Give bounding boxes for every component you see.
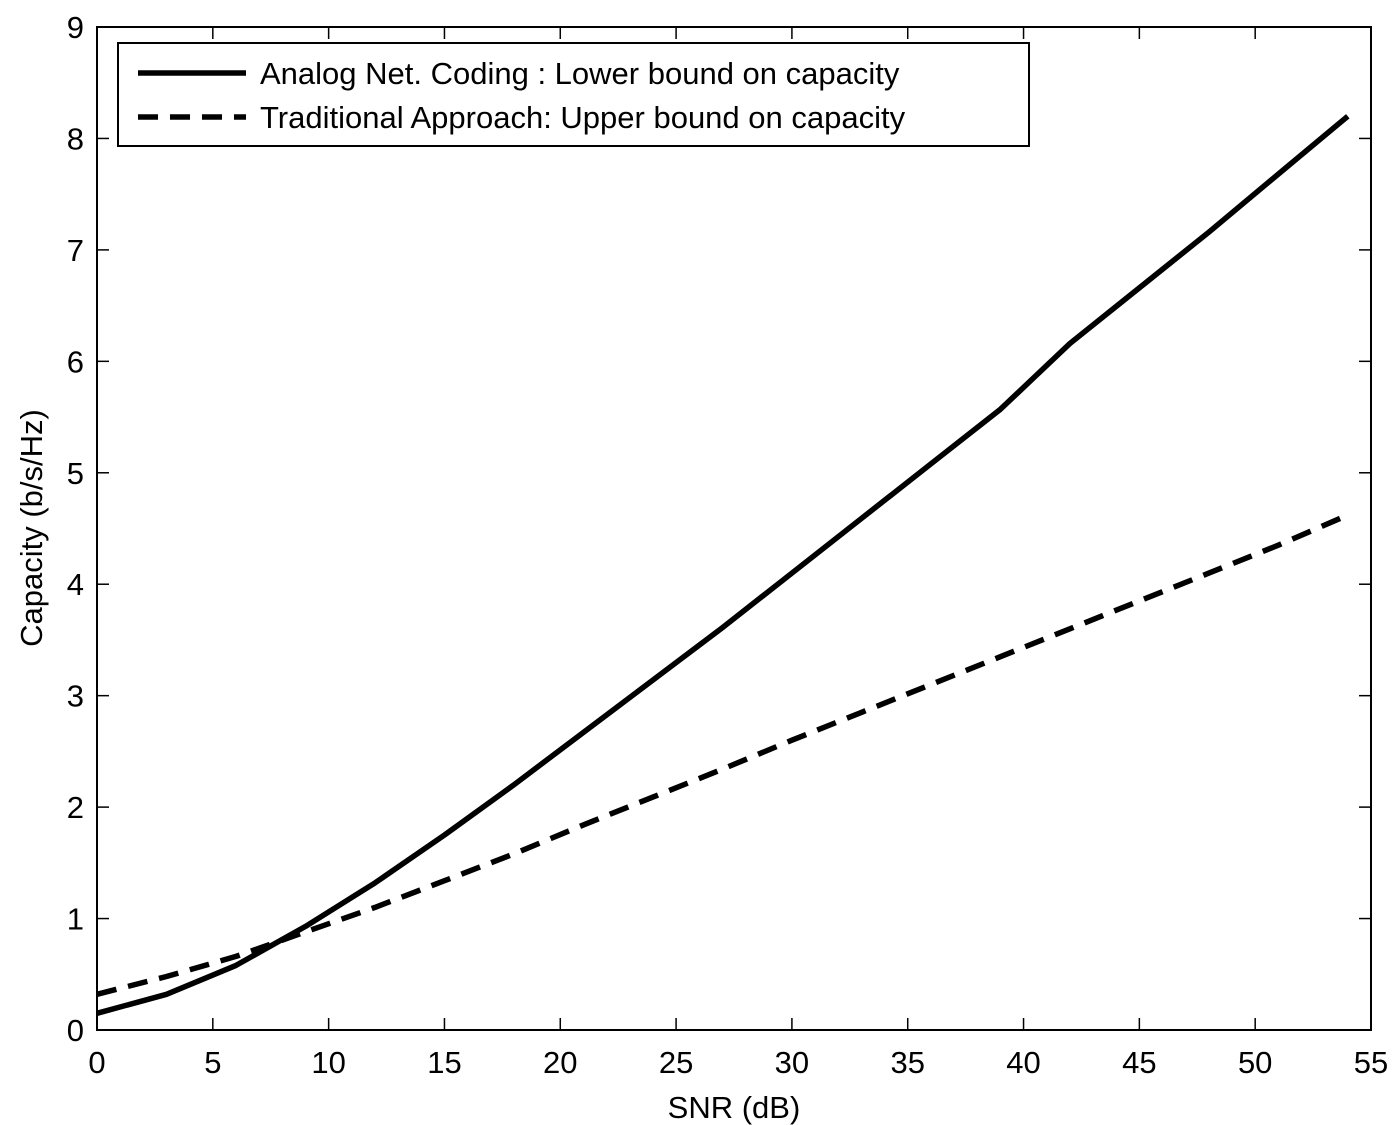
y-tick-label: 7 (67, 233, 84, 268)
x-tick-label: 45 (1122, 1045, 1156, 1080)
x-tick-label: 40 (1006, 1045, 1040, 1080)
x-tick-label: 25 (659, 1045, 693, 1080)
y-tick-label: 5 (67, 456, 84, 491)
x-tick-labels: 0 5 10 15 20 25 30 35 40 45 50 55 (88, 1045, 1388, 1080)
y-axis-label: Capacity (b/s/Hz) (14, 409, 49, 647)
x-axis-label: SNR (dB) (668, 1090, 801, 1125)
y-tick-label: 3 (67, 679, 84, 714)
x-tick-label: 35 (890, 1045, 924, 1080)
legend-box (117, 42, 1030, 147)
x-tick-label: 10 (311, 1045, 345, 1080)
x-tick-label: 15 (427, 1045, 461, 1080)
y-tick-labels: 0 1 2 3 4 5 6 7 8 9 (67, 10, 84, 1048)
x-tick-label: 5 (204, 1045, 221, 1080)
y-tick-label: 9 (67, 10, 84, 45)
legend-label-traditional: Traditional Approach: Upper bound on cap… (260, 100, 906, 135)
plot-frame (96, 26, 1372, 1031)
x-tick-label: 50 (1238, 1045, 1272, 1080)
legend-label-analog: Analog Net. Coding : Lower bound on capa… (260, 56, 900, 91)
y-tick-label: 1 (67, 902, 84, 937)
y-tick-label: 2 (67, 790, 84, 825)
y-tick-label: 6 (67, 344, 84, 379)
y-tick-label: 8 (67, 121, 84, 156)
x-tick-label: 30 (775, 1045, 809, 1080)
legend: Analog Net. Coding : Lower bound on capa… (117, 42, 1030, 147)
x-tick-label: 20 (543, 1045, 577, 1080)
plot-area (97, 27, 1371, 1030)
y-tick-label: 0 (67, 1013, 84, 1048)
series-line-analog-net-coding (96, 114, 1350, 1016)
x-tick-label: 0 (88, 1045, 105, 1080)
x-tick-label: 55 (1354, 1045, 1388, 1080)
y-tick-label: 4 (67, 567, 84, 602)
series-layer (96, 114, 1350, 1016)
